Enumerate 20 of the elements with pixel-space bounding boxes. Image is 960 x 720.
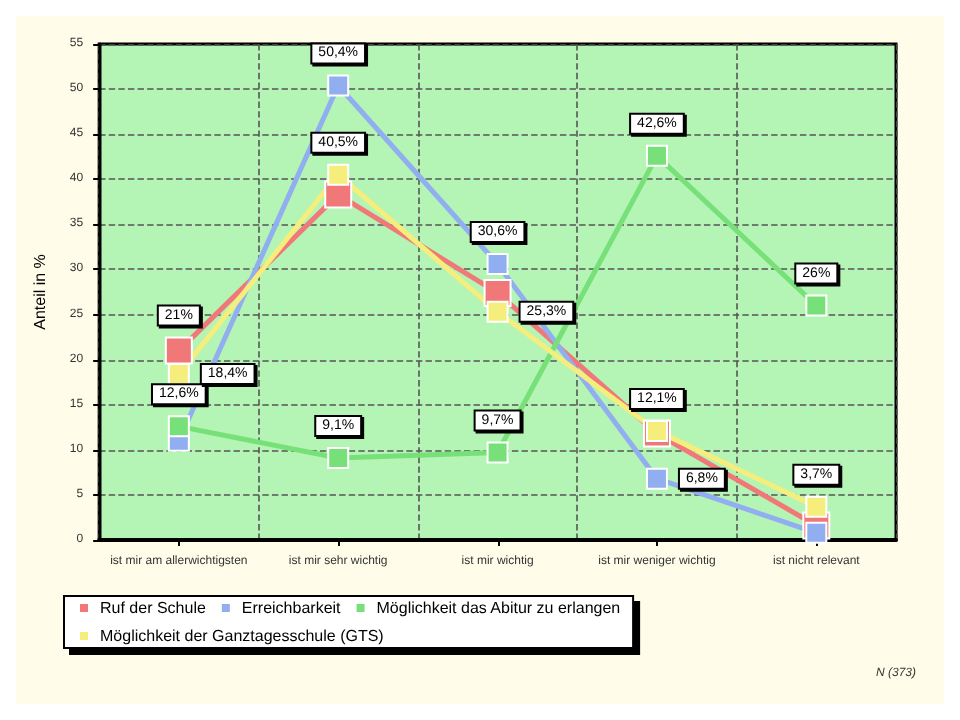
legend-label: Möglichkeit der Ganztagesschule (GTS) xyxy=(100,627,385,645)
y-axis-title: Anteil in % xyxy=(31,254,49,330)
legend-label: Möglichkeit das Abitur zu erlangen xyxy=(376,599,621,617)
point xyxy=(805,521,828,544)
point xyxy=(486,253,509,276)
legend-label: Ruf der Schule xyxy=(100,599,207,617)
legend-label: Erreichbarkeit xyxy=(241,599,343,617)
point xyxy=(327,163,350,186)
point xyxy=(164,336,193,365)
point xyxy=(645,144,668,167)
point xyxy=(805,294,828,317)
point xyxy=(805,495,828,518)
point xyxy=(645,467,668,490)
point xyxy=(167,363,190,386)
point xyxy=(327,74,350,97)
point xyxy=(167,415,190,438)
point xyxy=(645,419,668,442)
point xyxy=(486,441,509,464)
point xyxy=(486,300,509,323)
point xyxy=(327,446,350,469)
